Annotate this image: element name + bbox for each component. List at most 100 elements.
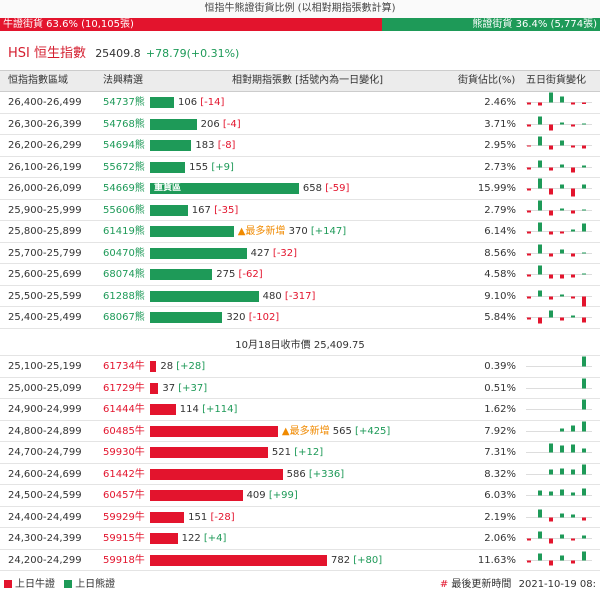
count-value: 782	[331, 554, 351, 566]
warrant-code-link[interactable]: 54737熊	[103, 97, 145, 108]
count-delta: [-32]	[272, 247, 298, 259]
table-row[interactable]: 26,100-26,199 55672熊 155 [+9] 2.73%	[0, 157, 600, 178]
sparkline-bar	[527, 317, 531, 320]
sparkline-bar	[527, 274, 531, 277]
count-value: 480	[262, 290, 282, 302]
table-row[interactable]: 24,800-24,899 60485牛 ▲最多新增 565 [+425] 7.92%	[0, 421, 600, 442]
count-bar	[150, 204, 188, 216]
sparkline-bar	[560, 513, 564, 517]
table-row[interactable]: 26,000-26,099 54669熊 重貨區 658 [-59] 15.99%	[0, 178, 600, 200]
warrant-code-link[interactable]: 59918牛	[103, 554, 145, 566]
range-label: 24,400-24,499	[8, 511, 82, 523]
table-row[interactable]: 25,400-25,499 68067熊 320 [-102] 5.84%	[0, 307, 600, 329]
table-row[interactable]: 24,500-24,599 60457牛 409 [+99] 6.03%	[0, 485, 600, 507]
table-row[interactable]: 25,800-25,899 61419熊 ▲最多新增 370 [+147] 6.14%	[0, 221, 600, 243]
share-percent: 9.10%	[484, 290, 516, 302]
count-value: 106	[177, 97, 198, 108]
count-delta: [+28]	[176, 361, 206, 372]
trend-sparkline	[526, 92, 592, 106]
sparkline-bar	[582, 399, 586, 410]
table-row[interactable]: 25,000-25,099 61729牛 37 [+37] 0.51%	[0, 378, 600, 399]
table-row[interactable]: 25,600-25,699 68074熊 275 [-62] 4.58%	[0, 264, 600, 286]
table-row[interactable]: 24,700-24,799 59930牛 521 [+12] 7.31%	[0, 442, 600, 464]
range-label: 24,500-24,599	[8, 490, 82, 501]
warrant-code-link[interactable]: 59915牛	[103, 533, 145, 544]
sparkline-bar	[560, 294, 564, 296]
trend-sparkline	[526, 443, 592, 453]
count-bar	[150, 161, 186, 173]
count-bar	[150, 554, 327, 566]
index-price: 25409.8	[95, 47, 141, 60]
table-row[interactable]: 26,300-26,399 54768熊 206 [-4] 3.71%	[0, 114, 600, 135]
table-row[interactable]: 24,900-24,999 61444牛 114 [+114] 1.62%	[0, 399, 600, 421]
sparkline-bar	[560, 249, 564, 253]
warrant-code-link[interactable]: 68074熊	[103, 269, 145, 280]
share-percent: 6.14%	[484, 226, 516, 237]
last-updated: # 最後更新時間 2021-10-19 08:	[440, 578, 596, 592]
table-row[interactable]: 25,500-25,599 61288熊 480 [-317] 9.10%	[0, 286, 600, 307]
trend-sparkline	[526, 160, 592, 172]
table-row[interactable]: 24,300-24,399 59915牛 122 [+4] 2.06%	[0, 528, 600, 550]
sparkline-bar	[582, 535, 586, 539]
warrant-code-link[interactable]: 60470熊	[103, 247, 145, 259]
count-value: 122	[181, 533, 201, 544]
warrant-code-link[interactable]: 61419熊	[103, 226, 145, 237]
sparkline-bar	[582, 102, 586, 104]
count-delta: [+80]	[353, 554, 383, 566]
legend-bear: 上日熊證	[75, 579, 116, 590]
sparkline-bar	[560, 140, 564, 146]
contract-count: 782 [+80]	[331, 550, 382, 571]
table-row[interactable]: 24,400-24,499 59929牛 151 [-28] 2.19%	[0, 507, 600, 528]
count-delta: [-14]	[200, 97, 225, 108]
table-row[interactable]: 25,700-25,799 60470熊 427 [-32] 8.56%	[0, 243, 600, 264]
warrant-code-link[interactable]: 54694熊	[103, 140, 145, 151]
count-value: 427	[250, 247, 270, 259]
sparkline-bar	[582, 296, 586, 306]
trend-sparkline	[526, 421, 592, 432]
sparkline-bar	[527, 102, 531, 105]
warrant-code-link[interactable]: 60457牛	[103, 490, 145, 501]
count-value: 206	[200, 118, 220, 130]
warrant-code-link[interactable]: 59930牛	[103, 447, 145, 458]
warrant-code-link[interactable]: 61729牛	[103, 382, 145, 394]
table-row[interactable]: 25,100-25,199 61734牛 28 [+28] 0.39%	[0, 356, 600, 378]
contract-count: 586 [+336]	[287, 464, 345, 485]
sparkline-bar	[549, 538, 553, 544]
table-row[interactable]: 24,200-24,299 59918牛 782 [+80] 11.63%	[0, 550, 600, 571]
trend-sparkline	[526, 200, 592, 215]
index-name[interactable]: HSI 恒生指數	[8, 46, 86, 61]
count-bar	[150, 290, 259, 302]
warrant-code-link[interactable]: 55672熊	[103, 161, 145, 173]
sparkline-bar	[527, 296, 531, 298]
range-label: 24,200-24,299	[8, 554, 82, 566]
warrant-code-link[interactable]: 59929牛	[103, 511, 145, 523]
warrant-code-link[interactable]: 61444牛	[103, 404, 145, 415]
sparkline-bar	[571, 492, 575, 496]
table-row[interactable]: 26,200-26,299 54694熊 183 [-8] 2.95%	[0, 135, 600, 157]
warrant-code-link[interactable]: 54669熊	[103, 183, 145, 194]
warrant-code-link[interactable]: 61734牛	[103, 361, 145, 372]
sparkline-bar	[560, 122, 564, 124]
table-row[interactable]: 24,600-24,699 61442牛 586 [+336] 8.32%	[0, 464, 600, 485]
trend-sparkline	[526, 136, 592, 150]
warrant-code-link[interactable]: 54768熊	[103, 118, 145, 130]
warrant-code-link[interactable]: 61442牛	[103, 468, 145, 480]
warrant-code-link[interactable]: 55606熊	[103, 204, 145, 216]
table-row[interactable]: 26,400-26,499 54737熊 106 [-14] 2.46%	[0, 92, 600, 114]
sparkline-bar	[560, 231, 564, 234]
warrant-code-link[interactable]: 60485牛	[103, 425, 145, 437]
contract-count: ▲最多新增 565 [+425]	[282, 421, 390, 442]
count-value: 586	[286, 468, 306, 480]
range-label: 24,600-24,699	[8, 468, 82, 480]
col-trend: 五日街貨變化	[526, 75, 586, 86]
sparkline-bar	[560, 445, 564, 453]
warrant-code-link[interactable]: 61288熊	[103, 290, 145, 302]
sparkline-bar	[582, 165, 586, 167]
table-row[interactable]: 25,900-25,999 55606熊 167 [-35] 2.79%	[0, 200, 600, 221]
share-percent: 8.56%	[484, 247, 516, 259]
warrant-code-link[interactable]: 68067熊	[103, 312, 145, 323]
sparkline-bar	[549, 145, 553, 150]
count-delta: [+336]	[308, 468, 345, 480]
sparkline-bar	[582, 517, 586, 520]
sparkline-bar	[571, 315, 575, 318]
